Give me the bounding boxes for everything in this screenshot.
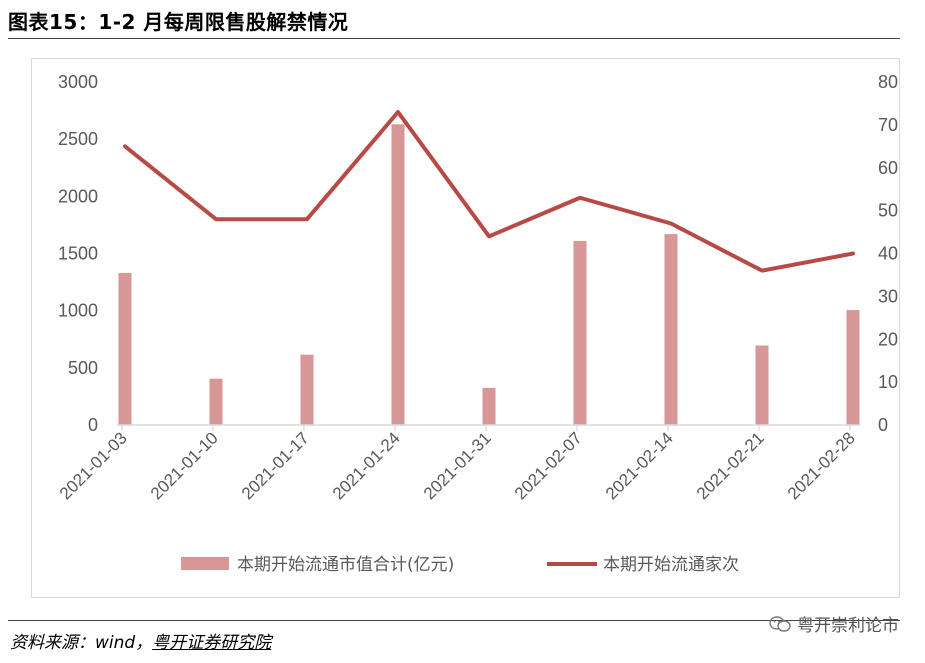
right-tick-label: 80 bbox=[878, 72, 898, 92]
right-tick-label: 30 bbox=[878, 286, 898, 306]
left-tick-label: 1000 bbox=[58, 301, 98, 321]
chart-title: 图表15：1-2 月每周限售股解禁情况 bbox=[8, 10, 349, 34]
right-tick-label: 50 bbox=[878, 201, 898, 221]
bar-series bbox=[118, 124, 860, 425]
title-divider bbox=[8, 38, 900, 39]
line-series bbox=[123, 110, 855, 273]
x-tick-label: 2021-02-21 bbox=[693, 428, 768, 503]
left-tick-label: 3000 bbox=[58, 72, 98, 92]
x-tick-label: 2021-01-24 bbox=[329, 428, 404, 503]
legend: 本期开始流通市值合计(亿元) 本期开始流通家次 bbox=[181, 555, 739, 575]
bar bbox=[300, 354, 314, 425]
chart-frame bbox=[31, 58, 900, 598]
legend-swatch-bar bbox=[181, 557, 229, 570]
bar bbox=[391, 124, 405, 425]
x-tick-label: 2021-01-10 bbox=[147, 428, 222, 503]
left-tick-label: 1500 bbox=[58, 244, 98, 264]
right-tick-label: 60 bbox=[878, 158, 898, 178]
x-tick-label: 2021-02-07 bbox=[511, 428, 586, 503]
bar bbox=[118, 272, 132, 425]
bar bbox=[846, 310, 860, 425]
x-tick-label: 2021-02-28 bbox=[784, 428, 859, 503]
legend-label-line: 本期开始流通家次 bbox=[603, 555, 739, 575]
left-axis-ticks: 0 500 1000 1500 2000 2500 3000 bbox=[58, 72, 98, 435]
bar bbox=[482, 387, 496, 425]
right-tick-label: 20 bbox=[878, 329, 898, 349]
left-tick-label: 2500 bbox=[58, 129, 98, 149]
x-tick-label: 2021-01-31 bbox=[420, 428, 495, 503]
left-tick-label: 0 bbox=[88, 415, 98, 435]
source-divider bbox=[8, 620, 900, 621]
source-note: 资料来源：wind，粤开证券研究院 bbox=[10, 628, 271, 653]
axes bbox=[117, 424, 860, 431]
left-tick-label: 2000 bbox=[58, 186, 98, 206]
bar bbox=[755, 345, 769, 425]
right-tick-label: 0 bbox=[878, 415, 888, 435]
watermark-text: 粤开崇利论市 bbox=[797, 616, 899, 636]
bar bbox=[209, 378, 223, 425]
legend-label-bar: 本期开始流通市值合计(亿元) bbox=[237, 555, 454, 575]
line-path bbox=[123, 110, 855, 273]
right-axis-ticks: 0 10 20 30 40 50 60 70 80 bbox=[878, 72, 898, 435]
source-prefix: 资料来源：wind， bbox=[10, 633, 153, 653]
bar bbox=[573, 240, 587, 425]
x-axis-ticks: 2021-01-03 2021-01-10 2021-01-17 2021-01-24… bbox=[56, 428, 859, 503]
bar bbox=[664, 234, 678, 425]
right-tick-label: 10 bbox=[878, 372, 898, 392]
source-link[interactable]: 粤开证券研究院 bbox=[152, 633, 272, 653]
left-tick-label: 500 bbox=[68, 358, 98, 378]
right-tick-label: 70 bbox=[878, 115, 898, 135]
x-tick-label: 2021-01-17 bbox=[238, 428, 313, 503]
right-tick-label: 40 bbox=[878, 244, 898, 264]
x-tick-label: 2021-02-14 bbox=[602, 428, 677, 503]
watermark: 粤开崇利论市 bbox=[769, 611, 899, 636]
wechat-icon bbox=[769, 615, 791, 632]
x-tick-label: 2021-01-03 bbox=[56, 428, 131, 503]
